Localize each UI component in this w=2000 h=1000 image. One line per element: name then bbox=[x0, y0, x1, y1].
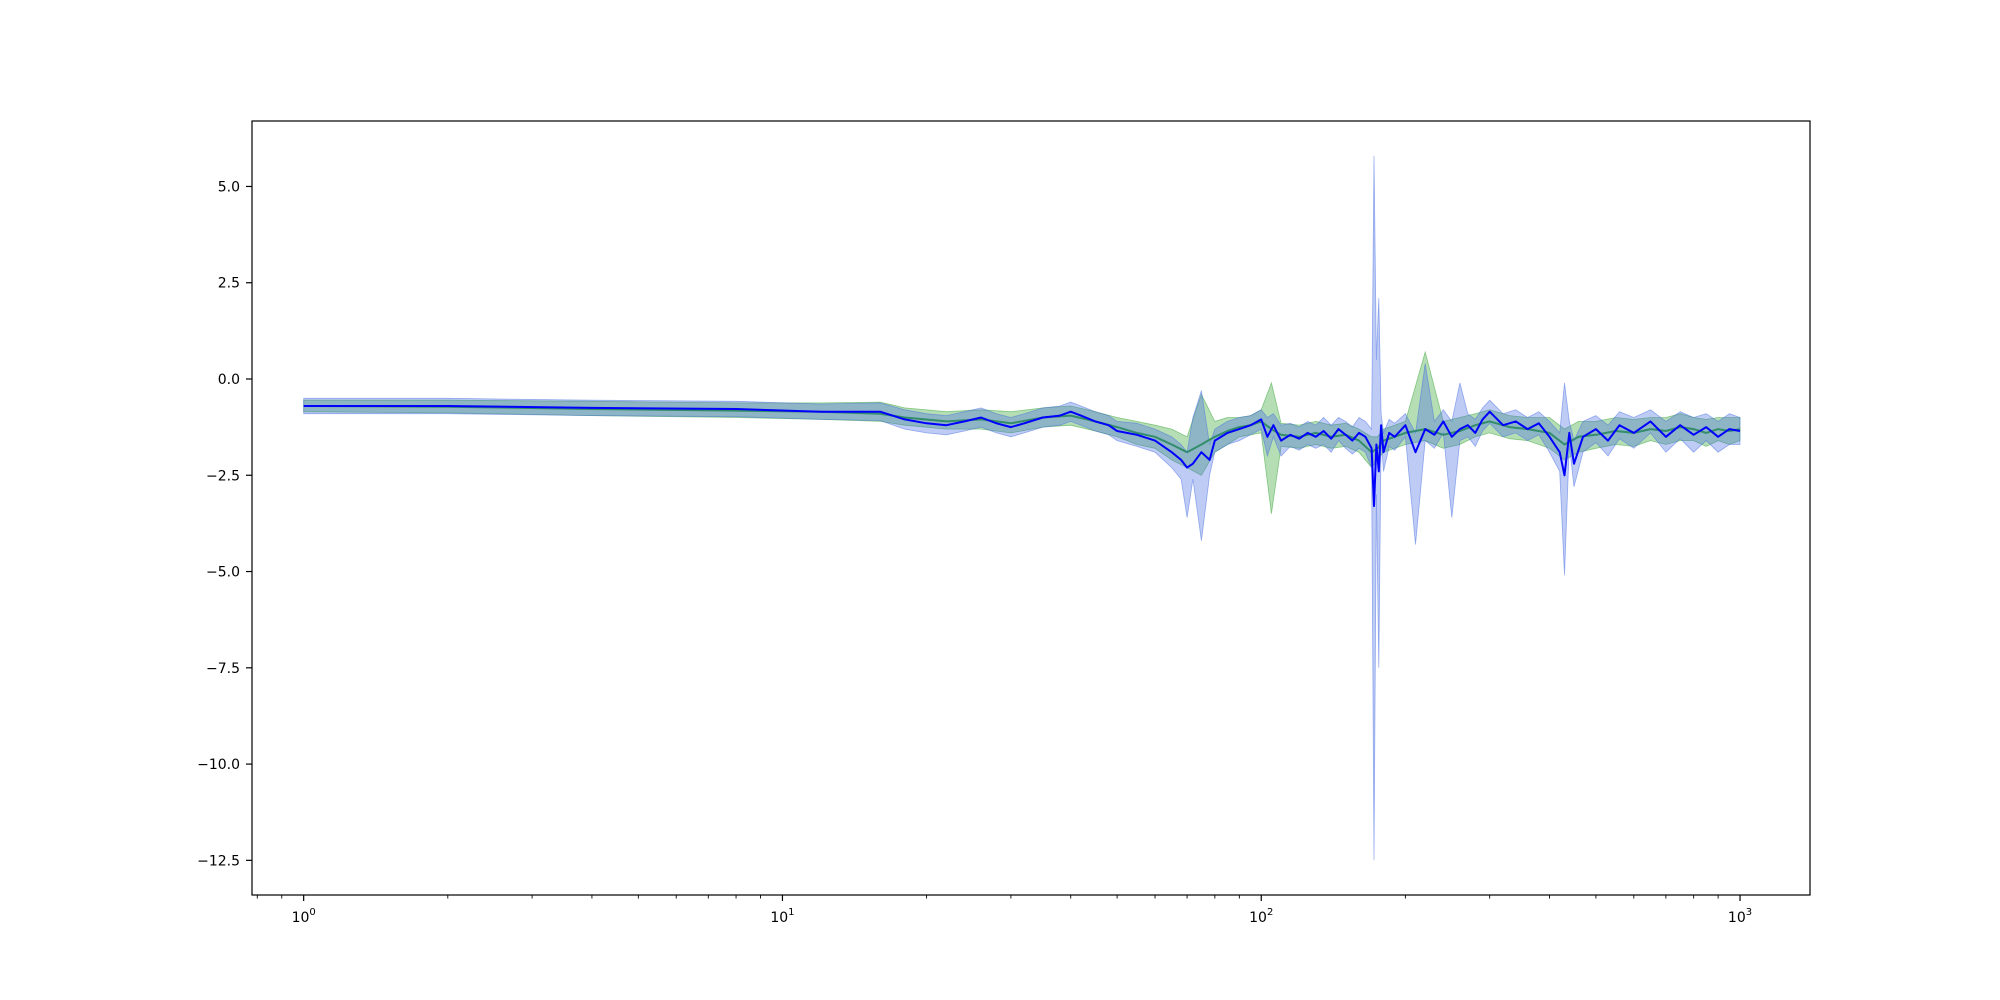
y-tick-label-7: −10.0 bbox=[197, 757, 240, 773]
y-tick-label-5: −5.0 bbox=[206, 565, 240, 581]
series-layer bbox=[303, 155, 1741, 861]
x-tick-label-1: 100 bbox=[292, 907, 316, 926]
y-axis: 5.0 2.5 0.0 −2.5 −5.0 −7.5 −10.0 −12.5 bbox=[197, 179, 252, 869]
x-tick-label-2: 101 bbox=[770, 907, 794, 926]
y-tick-label-4: −2.5 bbox=[206, 468, 240, 484]
series-2-band bbox=[303, 155, 1741, 861]
x-axis: 100 101 102 103 bbox=[256, 895, 1752, 926]
y-tick-label-3: 0.0 bbox=[218, 372, 240, 388]
y-tick-label-2: 2.5 bbox=[218, 276, 240, 292]
series-2 bbox=[303, 155, 1741, 861]
x-tick-label-4: 103 bbox=[1728, 907, 1752, 926]
plot-area-frame bbox=[251, 120, 1811, 896]
series-2-line bbox=[303, 405, 1741, 508]
series-1-line bbox=[303, 405, 1741, 454]
x-tick-label-3: 102 bbox=[1249, 907, 1273, 926]
y-tick-label-1: 5.0 bbox=[218, 179, 240, 195]
y-tick-label-6: −7.5 bbox=[206, 661, 240, 677]
y-tick-label-8: −12.5 bbox=[197, 853, 240, 869]
